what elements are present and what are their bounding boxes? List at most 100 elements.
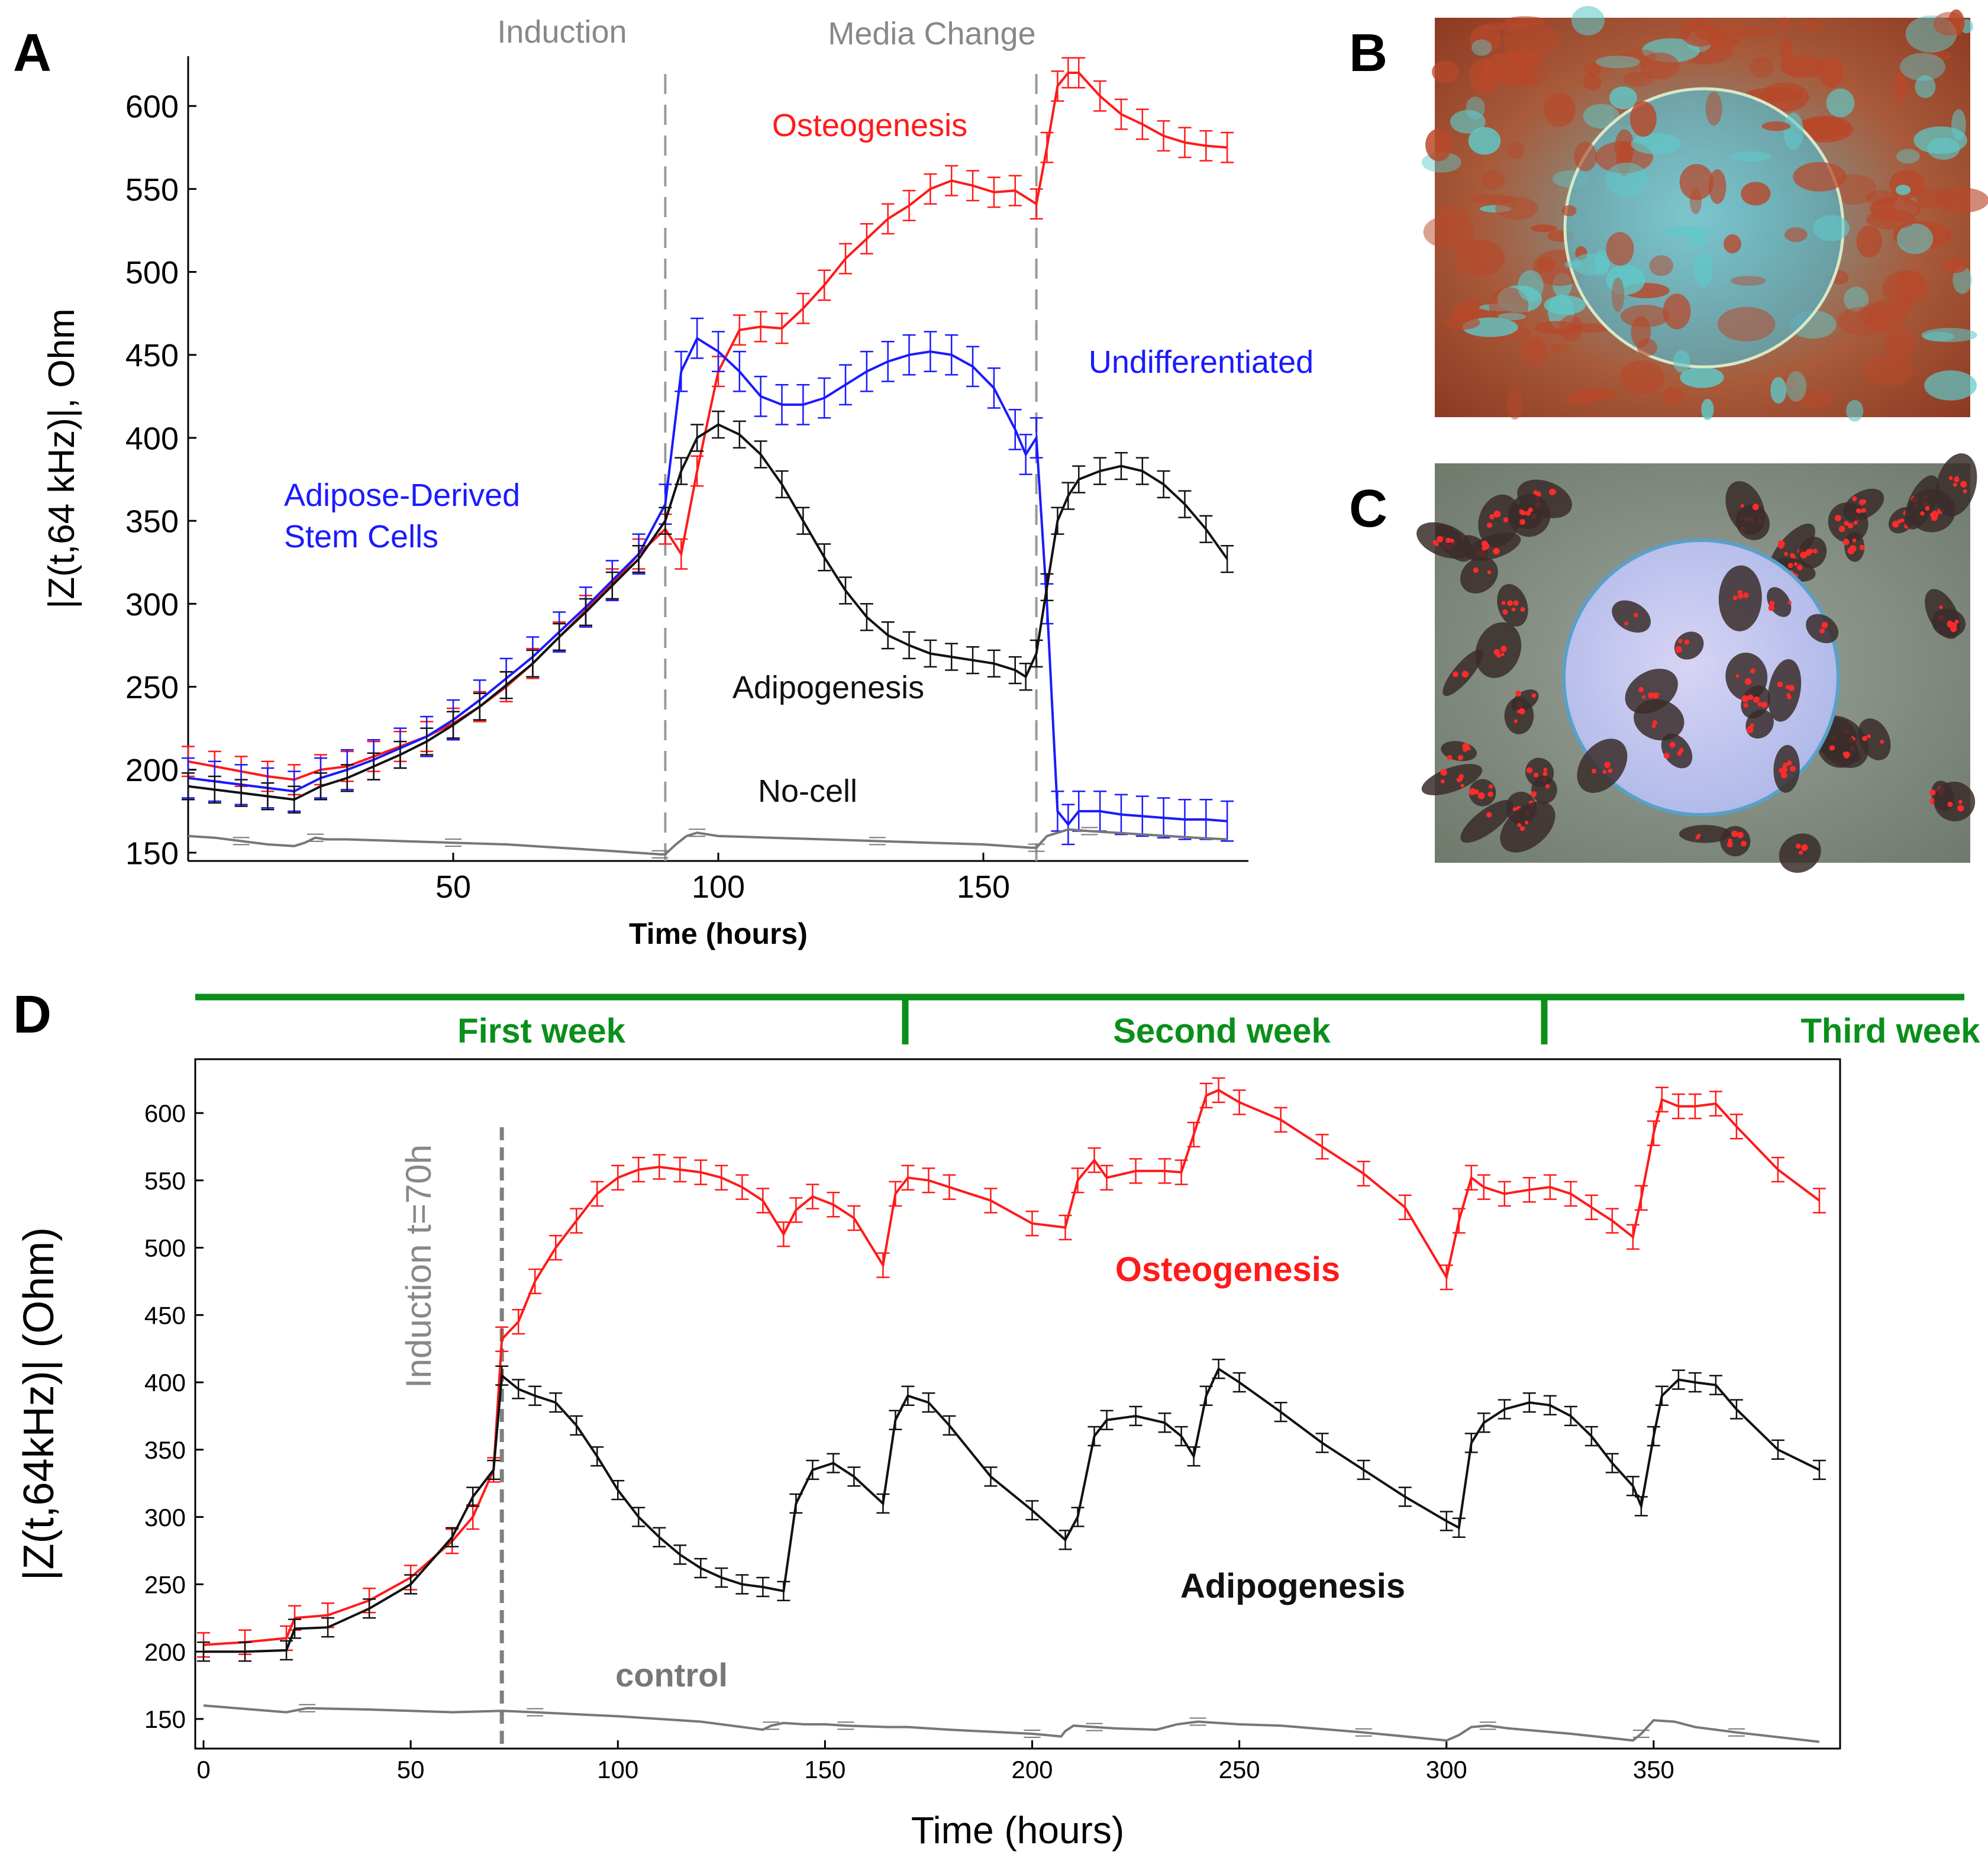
lipid-droplet	[1624, 621, 1629, 626]
error-bar	[1605, 1453, 1619, 1473]
lipid-droplet	[1457, 754, 1464, 760]
stain-blotch	[1503, 22, 1560, 59]
error-bar	[1008, 409, 1022, 450]
stain-blotch	[1565, 392, 1599, 405]
error-bar	[754, 311, 767, 343]
lipid-droplet	[1482, 546, 1486, 551]
lipid-droplet	[1638, 686, 1644, 693]
lipid-droplet	[1591, 769, 1597, 774]
stain-blotch	[1495, 196, 1538, 220]
lipid-cell	[1842, 531, 1865, 562]
stain-blotch	[1663, 386, 1684, 407]
lipid-droplet	[1757, 702, 1763, 707]
error-bar	[1129, 1158, 1143, 1184]
stain-blotch	[1729, 151, 1771, 162]
error-bar	[1564, 1405, 1577, 1427]
lipid-droplet	[1801, 844, 1808, 852]
stain-blotch	[1450, 109, 1486, 134]
lipid-cell	[1767, 659, 1802, 722]
x-tick-label: 0	[196, 1756, 210, 1783]
stain-blotch	[1895, 185, 1911, 195]
error-bar	[659, 507, 672, 535]
error-bar	[806, 1459, 819, 1481]
lipid-cell	[1932, 608, 1966, 637]
lipid-droplet	[1738, 593, 1744, 599]
error-bar	[487, 1459, 501, 1481]
lipid-droplet	[1753, 696, 1760, 703]
y-tick-label: 500	[144, 1234, 186, 1262]
lipid-droplet	[1781, 772, 1787, 779]
stain-blotch	[1922, 51, 1952, 61]
lipid-cell	[1718, 565, 1762, 631]
error-bar	[1199, 515, 1213, 543]
lipid-droplet	[1954, 620, 1959, 624]
error-bar	[1008, 175, 1022, 207]
error-bar	[1398, 1194, 1412, 1221]
lipid-droplet	[1521, 510, 1526, 515]
lipid-cell	[1475, 622, 1522, 678]
error-bar	[1464, 1433, 1478, 1453]
lipid-droplet	[1731, 830, 1738, 837]
error-bar	[694, 1159, 708, 1185]
error-bar	[690, 317, 704, 359]
lipid-droplet	[1787, 563, 1793, 569]
stain-blotch	[1584, 63, 1602, 76]
stain-blotch	[1425, 128, 1453, 162]
micrograph-c	[1416, 453, 1977, 873]
panel-c-letter: C	[1349, 479, 1387, 538]
series-osteogenesis	[182, 57, 1234, 796]
lipid-droplet	[1821, 621, 1828, 628]
lipid-cell	[1469, 779, 1496, 807]
error-bar	[512, 1379, 525, 1399]
lipid-cell-body	[1661, 733, 1693, 769]
error-bar	[1199, 130, 1213, 162]
error-bar	[1051, 790, 1064, 832]
error-bar	[447, 711, 460, 739]
lipid-cell-body	[1500, 801, 1555, 853]
lipid-droplet	[1437, 536, 1444, 543]
error-bar	[1199, 1385, 1213, 1407]
error-bar	[367, 752, 380, 780]
error-bar	[1187, 1446, 1200, 1467]
lipid-droplet	[1648, 692, 1654, 699]
lipid-droplet	[1880, 739, 1884, 744]
lipid-cell	[1741, 685, 1770, 719]
error-bar	[777, 1221, 790, 1247]
error-bar	[1178, 490, 1192, 518]
lipid-droplet	[1788, 685, 1795, 691]
stain-blotch	[1786, 371, 1807, 402]
lipid-cell-body	[1725, 481, 1766, 535]
lipid-droplet	[1641, 695, 1646, 699]
lipid-cell-body	[1818, 730, 1858, 768]
error-bar	[1212, 1077, 1225, 1104]
error-bar	[1812, 1188, 1826, 1214]
stain-blotches-b-inner	[1561, 91, 1850, 373]
lipid-cell	[1935, 453, 1977, 517]
error-bar	[735, 1174, 749, 1200]
lipid-droplet	[1853, 521, 1858, 525]
error-bar	[839, 576, 853, 605]
media-change-label: Media Change	[828, 16, 1035, 51]
lipid-droplet	[1784, 551, 1788, 556]
lipid-droplet	[1513, 719, 1518, 724]
lipid-cell-body	[1679, 825, 1731, 843]
error-bar	[889, 1410, 902, 1430]
error-bar	[1135, 108, 1149, 140]
lipid-cells-c	[1416, 453, 1977, 873]
lipid-droplet	[1487, 791, 1493, 797]
panel-a-letter: A	[13, 24, 51, 83]
lipid-droplet	[1842, 538, 1850, 546]
stain-blotch	[1624, 72, 1653, 87]
lipid-droplet	[1486, 812, 1492, 818]
stain-blotch	[1423, 215, 1475, 249]
lipid-droplet	[1812, 549, 1818, 554]
error-bar	[1477, 1174, 1490, 1200]
lipid-droplet	[1834, 514, 1841, 521]
x-tick-label: 200	[1011, 1756, 1053, 1783]
error-bar	[1025, 1210, 1039, 1237]
error-bar	[1647, 1425, 1660, 1447]
stain-blotch	[1649, 255, 1674, 276]
lipid-cell	[1858, 718, 1891, 760]
lipid-cell-body	[1466, 533, 1521, 562]
error-bar	[881, 341, 895, 382]
